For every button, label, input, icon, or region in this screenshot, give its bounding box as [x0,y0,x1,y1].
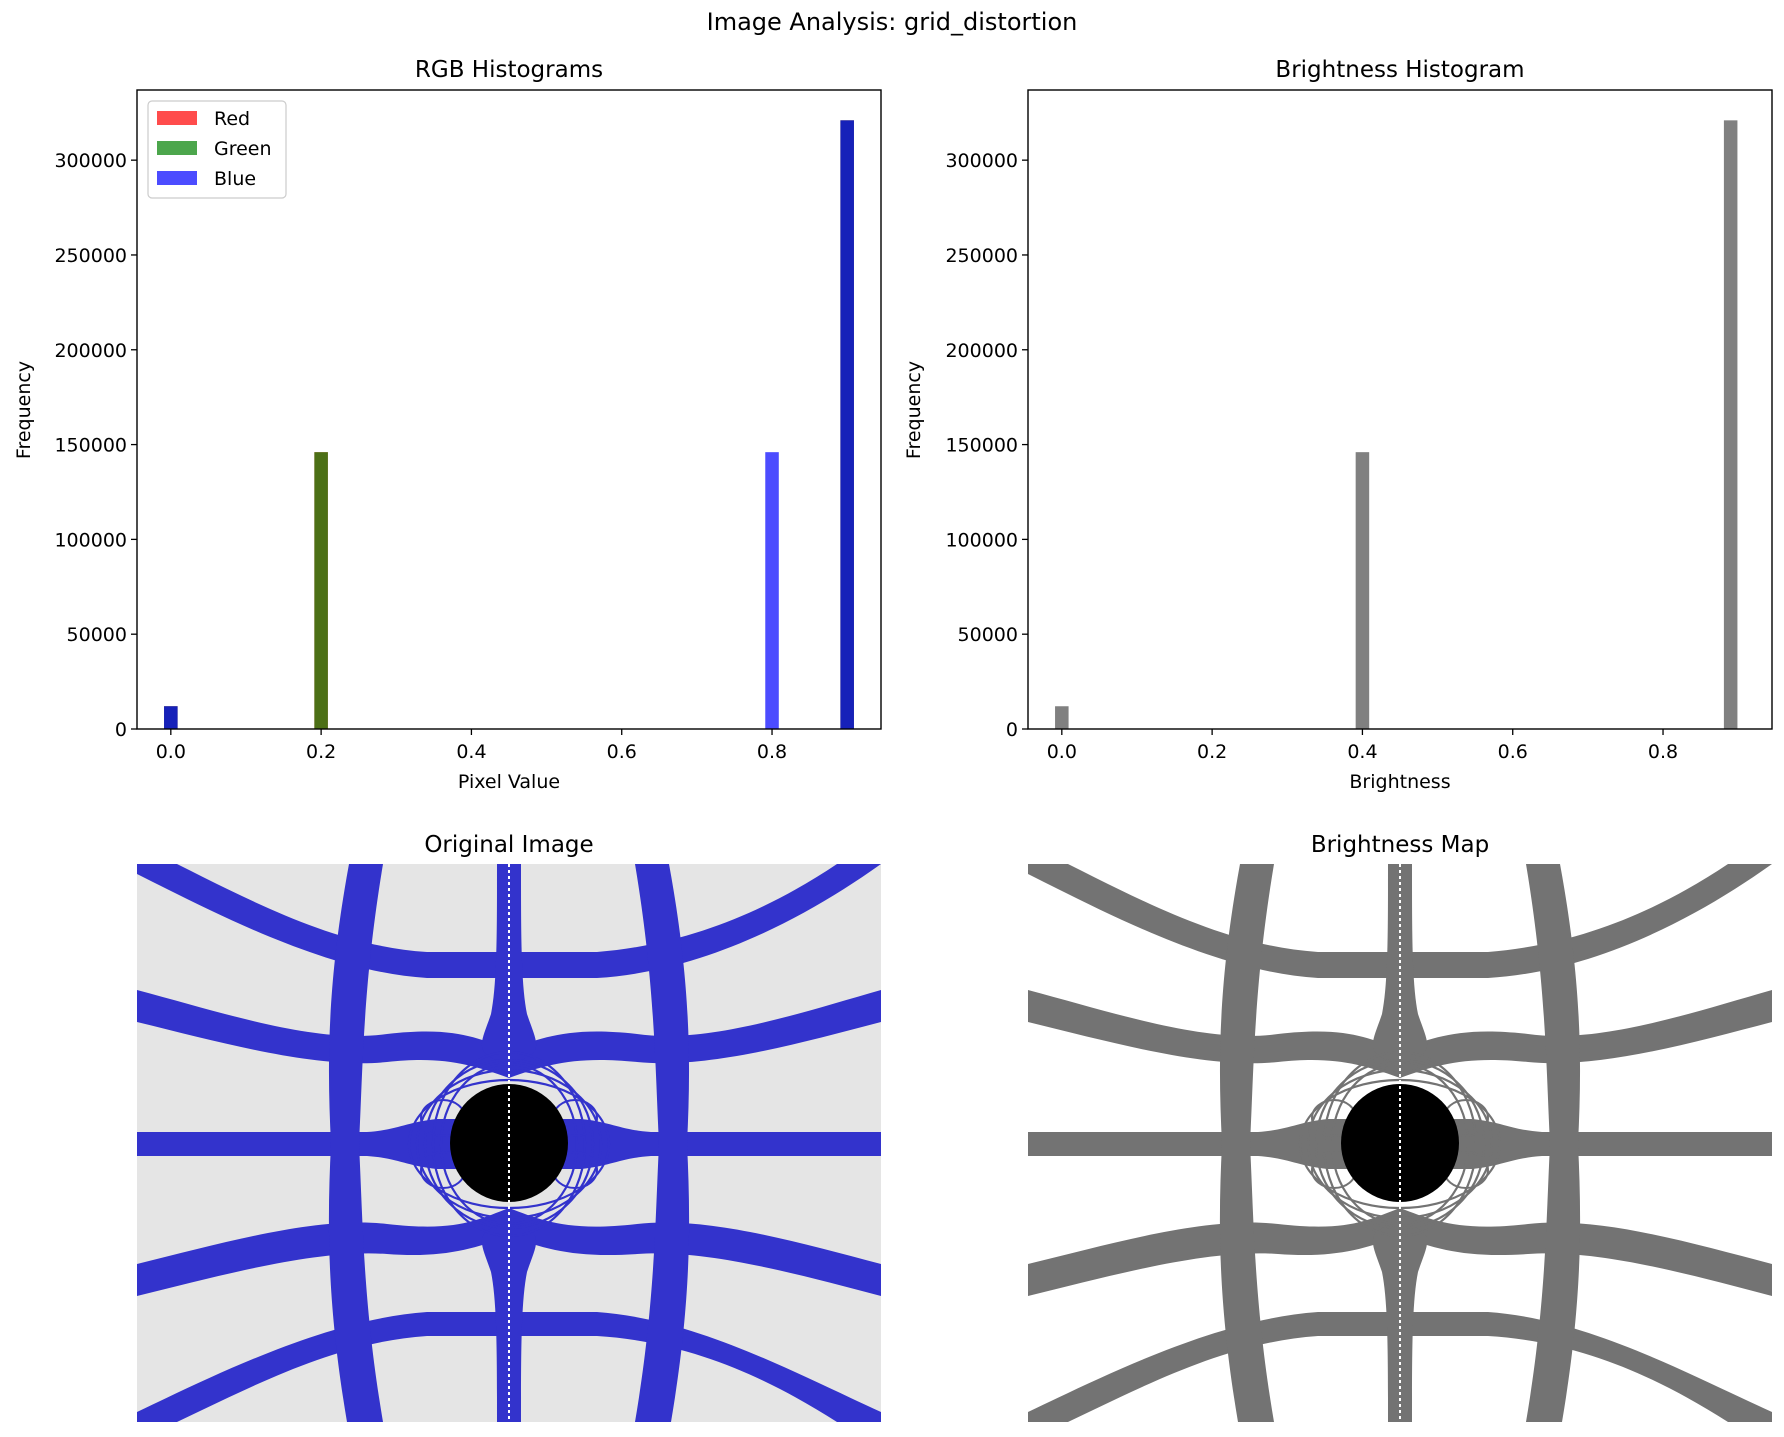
y-tick-label: 200000 [945,340,1018,362]
brightness-map-title: Brightness Map [1311,832,1489,858]
distorted-grid-band-1 [1028,990,1772,1078]
x-tick-label: 0.2 [306,741,336,763]
brightness-histogram-panel: Brightness Histogram 0 50000 100000 150000 2… [903,57,1773,793]
rgb-histograms-x-label: Pixel Value [458,771,560,793]
histogram-bar-brightness-1 [1355,452,1370,729]
rgb-histograms-title: RGB Histograms [415,57,603,83]
original-image-title: Original Image [424,832,593,858]
y-tick-label: 100000 [54,529,127,551]
histogram-bar-blue-1 [765,452,779,729]
rgb-histograms-bars [164,120,854,730]
x-tick-label: 0.8 [757,741,787,763]
y-tick-label: 0 [1006,719,1018,741]
distorted-grid-band-6 [635,864,690,1422]
x-tick-label: 0.4 [1347,741,1377,763]
rgb-histograms-legend: Red Green Blue [147,100,287,199]
brightness-histogram-x-label: Brightness [1349,771,1450,793]
rgb-histograms-y-ticks: 0 50000 100000 150000 200000 250000 300000 [54,150,137,741]
x-tick-label: 0.6 [1498,741,1528,763]
distorted-grid-band-1 [137,990,881,1078]
distorted-grid-band-7 [1372,864,1428,1064]
brightness-histogram-y-label: Frequency [903,361,925,459]
brightness-histogram-y-ticks: 0 50000 100000 150000 200000 250000 300000 [945,150,1028,741]
x-tick-label: 0.8 [1648,741,1678,763]
distorted-grid-band-6 [1526,864,1581,1422]
histogram-bar-green-1 [314,452,328,729]
legend-swatch-green [157,141,197,155]
x-tick-label: 0.0 [1047,741,1077,763]
distorted-grid-band-0 [1028,864,1772,978]
histogram-bar-blue-2 [840,120,854,730]
rgb-histograms-x-ticks: 0.0 0.2 0.4 0.6 0.8 [156,729,787,763]
rgb-histograms-y-label: Frequency [13,361,35,459]
histogram-bar-blue-0 [164,706,178,729]
rgb-histograms-panel: RGB Histograms 0 50000 100000 150000 200000 2… [13,57,882,793]
y-tick-label: 300000 [54,150,127,172]
y-tick-label: 250000 [945,245,1018,267]
distorted-grid-band-4 [1028,1312,1772,1422]
histogram-bar-brightness-0 [1055,706,1069,729]
legend-label-blue: Blue [214,168,256,190]
distorted-grid-band-7 [481,864,537,1064]
x-tick-label: 0.0 [156,741,186,763]
original-image-panel: Original Image [137,832,881,1422]
y-tick-label: 100000 [945,529,1018,551]
y-tick-label: 150000 [54,435,127,457]
legend-swatch-blue [157,171,197,185]
rgb-histograms-axes-frame [136,89,882,730]
x-tick-label: 0.6 [607,741,637,763]
y-tick-label: 150000 [945,435,1018,457]
y-tick-label: 50000 [67,624,127,646]
original-image [137,864,881,1422]
y-tick-label: 0 [115,719,127,741]
figure-title: Image Analysis: grid_distortion [706,8,1078,36]
legend-swatch-red [157,111,197,125]
distorted-grid-band-0 [137,864,881,978]
swirl-ring-1 [423,1058,595,1230]
x-tick-label: 0.4 [456,741,486,763]
y-tick-label: 250000 [54,245,127,267]
swirl-ring-1 [1314,1058,1486,1230]
distorted-grid-band-3 [137,1208,881,1296]
y-tick-label: 50000 [958,624,1018,646]
distorted-grid-band-5 [328,864,383,1422]
legend-label-green: Green [214,138,272,160]
histogram-bar-brightness-2 [1723,120,1738,730]
brightness-histogram-title: Brightness Histogram [1275,57,1524,83]
brightness-histogram-axes-frame [1027,89,1773,730]
x-tick-label: 0.2 [1197,741,1227,763]
y-tick-label: 300000 [945,150,1018,172]
legend-label-red: Red [214,108,250,130]
brightness-histogram-bars [1055,120,1738,730]
brightness-map-image [1028,864,1772,1422]
distorted-grid-band-4 [137,1312,881,1422]
distorted-grid-band-3 [1028,1208,1772,1296]
y-tick-label: 200000 [54,340,127,362]
distorted-grid-band-5 [1219,864,1274,1422]
brightness-map-panel: Brightness Map [1028,832,1772,1422]
brightness-histogram-x-ticks: 0.0 0.2 0.4 0.6 0.8 [1047,729,1678,763]
